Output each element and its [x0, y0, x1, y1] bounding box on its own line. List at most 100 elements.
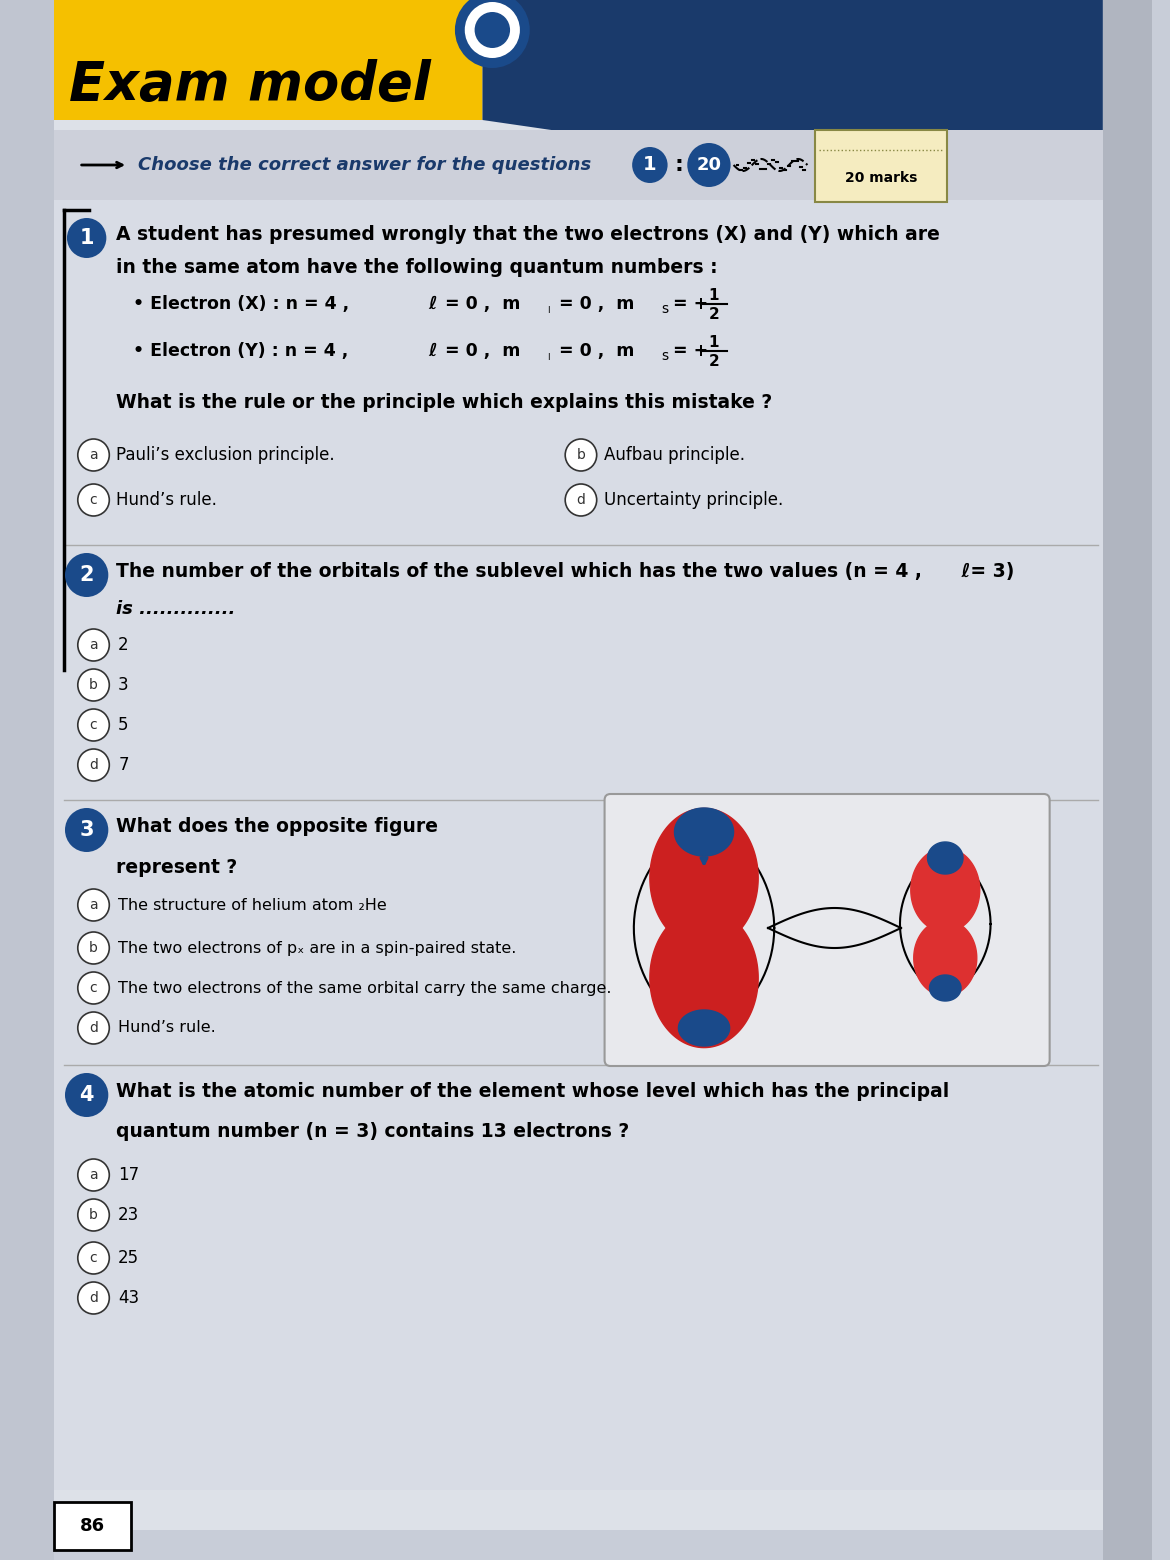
Text: 2: 2 — [709, 307, 720, 321]
Text: d: d — [89, 1292, 98, 1306]
Circle shape — [66, 552, 109, 597]
FancyBboxPatch shape — [54, 200, 1103, 1490]
Text: ₗ: ₗ — [548, 349, 550, 363]
Text: a: a — [89, 1168, 98, 1182]
Circle shape — [77, 484, 109, 516]
Circle shape — [77, 438, 109, 471]
Text: ℓ: ℓ — [428, 295, 436, 314]
Polygon shape — [54, 0, 482, 120]
Circle shape — [67, 218, 106, 257]
Text: = 0 ,  m: = 0 , m — [445, 342, 521, 360]
Text: 23: 23 — [118, 1206, 139, 1225]
Circle shape — [77, 972, 109, 1005]
Text: s: s — [662, 303, 669, 317]
Text: s: s — [662, 349, 669, 363]
FancyBboxPatch shape — [54, 1502, 131, 1551]
Text: 1: 1 — [709, 289, 720, 303]
Text: is ..............: is .............. — [116, 601, 235, 618]
Text: Choose the correct answer for the questions: Choose the correct answer for the questi… — [138, 156, 591, 175]
Circle shape — [77, 708, 109, 741]
Text: 43: 43 — [118, 1289, 139, 1307]
Text: 20 marks: 20 marks — [845, 172, 917, 186]
Text: d: d — [89, 758, 98, 772]
Text: c: c — [90, 493, 97, 507]
Text: ℓ= 3): ℓ= 3) — [955, 562, 1014, 580]
Text: A student has presumed wrongly that the two electrons (X) and (Y) which are: A student has presumed wrongly that the … — [116, 225, 940, 243]
Text: 1: 1 — [709, 335, 720, 349]
Text: a: a — [89, 638, 98, 652]
Text: What is the atomic number of the element whose level which has the principal: What is the atomic number of the element… — [116, 1083, 949, 1101]
Text: b: b — [577, 448, 585, 462]
Polygon shape — [928, 842, 963, 874]
Polygon shape — [649, 908, 758, 1048]
Text: :: : — [674, 154, 683, 175]
Circle shape — [66, 808, 109, 852]
Text: b: b — [89, 1207, 98, 1221]
FancyBboxPatch shape — [29, 30, 1113, 1530]
Text: 5: 5 — [118, 716, 129, 735]
Text: a: a — [89, 448, 98, 462]
Circle shape — [77, 931, 109, 964]
Circle shape — [77, 629, 109, 661]
Circle shape — [77, 1159, 109, 1190]
Circle shape — [455, 0, 530, 69]
Text: c: c — [90, 981, 97, 995]
Text: 86: 86 — [80, 1516, 105, 1535]
Text: The two electrons of pₓ are in a spin-paired state.: The two electrons of pₓ are in a spin-pa… — [118, 941, 516, 955]
Text: • Electron (Y) : n = 4 ,: • Electron (Y) : n = 4 , — [133, 342, 360, 360]
Text: 2: 2 — [709, 354, 720, 370]
Circle shape — [77, 1282, 109, 1314]
Circle shape — [687, 144, 730, 187]
Circle shape — [66, 1073, 109, 1117]
Polygon shape — [649, 808, 758, 947]
Text: = +: = + — [673, 342, 708, 360]
Text: ₗ: ₗ — [548, 303, 550, 317]
Circle shape — [565, 438, 597, 471]
Text: The two electrons of the same orbital carry the same charge.: The two electrons of the same orbital ca… — [118, 981, 612, 995]
Circle shape — [77, 1012, 109, 1044]
Text: quantum number (n = 3) contains 13 electrons ?: quantum number (n = 3) contains 13 elect… — [116, 1122, 629, 1140]
Text: What does the opposite figure: What does the opposite figure — [116, 817, 439, 836]
Text: What is the rule or the principle which explains this mistake ?: What is the rule or the principle which … — [116, 393, 772, 412]
Text: Hund’s rule.: Hund’s rule. — [118, 1020, 216, 1036]
Text: Pauli’s exclusion principle.: Pauli’s exclusion principle. — [116, 446, 335, 463]
Circle shape — [77, 1242, 109, 1275]
Text: b: b — [89, 941, 98, 955]
Circle shape — [77, 669, 109, 700]
Text: 2: 2 — [80, 565, 94, 585]
Polygon shape — [914, 920, 977, 995]
Polygon shape — [482, 0, 1103, 129]
Circle shape — [632, 147, 668, 183]
Text: a: a — [89, 899, 98, 913]
Text: Exam model: Exam model — [69, 59, 431, 111]
Text: b: b — [89, 679, 98, 693]
Polygon shape — [1103, 0, 1152, 1560]
Circle shape — [464, 2, 519, 58]
Polygon shape — [679, 1009, 730, 1047]
Text: 25: 25 — [118, 1250, 139, 1267]
Polygon shape — [910, 849, 979, 931]
Text: 20: 20 — [696, 156, 722, 175]
Polygon shape — [0, 0, 54, 1560]
Text: = +: = + — [673, 295, 708, 314]
FancyBboxPatch shape — [815, 129, 948, 201]
Text: in the same atom have the following quantum numbers :: in the same atom have the following quan… — [116, 257, 718, 278]
Text: 2: 2 — [118, 636, 129, 654]
Text: Uncertainty principle.: Uncertainty principle. — [604, 491, 783, 509]
Text: 1: 1 — [644, 156, 656, 175]
Text: 7: 7 — [118, 757, 129, 774]
Text: ℓ: ℓ — [428, 342, 436, 360]
Text: Hund’s rule.: Hund’s rule. — [116, 491, 218, 509]
Text: d: d — [89, 1020, 98, 1034]
Text: c: c — [90, 718, 97, 732]
Text: represent ?: represent ? — [116, 858, 238, 877]
FancyBboxPatch shape — [605, 794, 1049, 1065]
Circle shape — [475, 12, 510, 48]
Circle shape — [77, 749, 109, 782]
Text: 17: 17 — [118, 1165, 139, 1184]
Text: = 0 ,  m: = 0 , m — [445, 295, 521, 314]
Text: = 0 ,  m: = 0 , m — [559, 342, 634, 360]
Polygon shape — [54, 129, 1103, 200]
Text: = 0 ,  m: = 0 , m — [559, 295, 634, 314]
Text: • Electron (X) : n = 4 ,: • Electron (X) : n = 4 , — [133, 295, 362, 314]
